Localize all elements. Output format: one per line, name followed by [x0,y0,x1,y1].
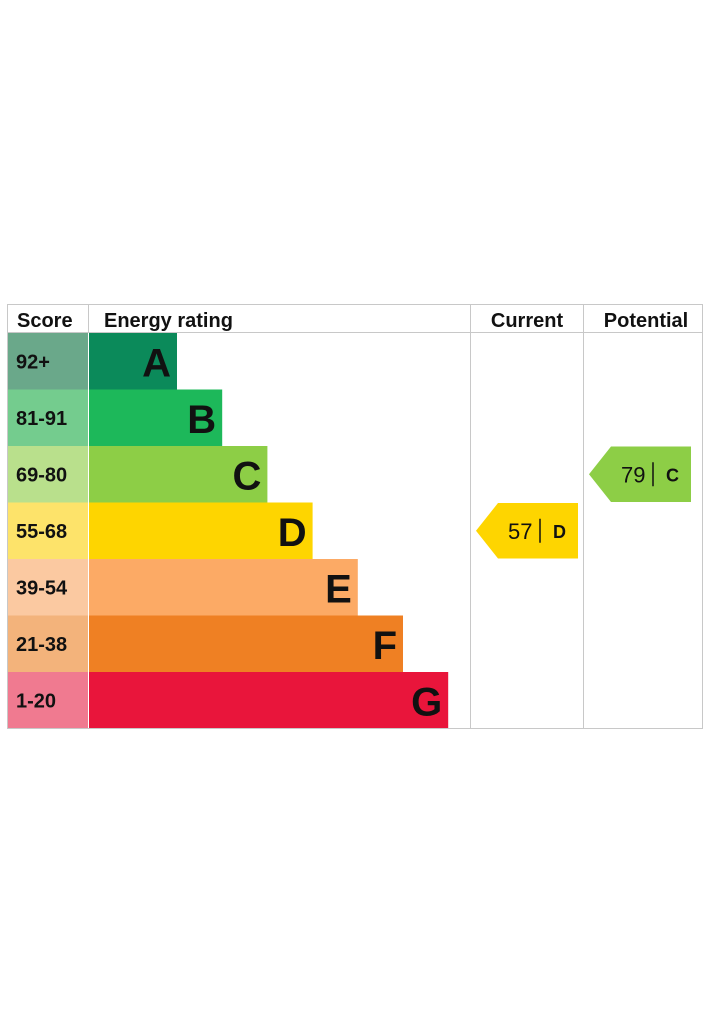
potential-arrow-shape [589,446,691,502]
score-cell [8,333,88,390]
score-cell [8,446,88,503]
current-arrow-shape [476,503,578,559]
score-label: 69-80 [16,464,67,486]
score-cell [8,502,88,559]
band-g: 1-20 G [8,672,449,729]
score-cell [8,672,88,729]
score-label: 21-38 [16,634,67,656]
band-e: 39-54 E [8,559,358,616]
score-cell [8,559,88,616]
potential-rating-indicator: 79 C [589,446,691,502]
current-score-value: 57 [508,519,532,544]
score-label: 1-20 [16,690,56,712]
score-cell [8,615,88,672]
potential-score-value: 79 [621,462,645,487]
band-b: 81-91 B [8,389,223,446]
table-grid [7,304,703,729]
score-label: 55-68 [16,521,67,543]
current-rating-letter: D [553,522,566,542]
header-energy-rating: Energy rating [104,310,233,332]
current-rating-indicator: 57 D [476,503,578,559]
band-bar [89,502,313,559]
band-bar [89,333,177,390]
band-c: 69-80 C [8,446,268,503]
potential-rating-letter: C [666,465,679,485]
header-potential: Potential [604,310,688,332]
band-bar [89,389,223,446]
band-bar [89,559,358,616]
band-d: 55-68 D [8,502,313,559]
band-letter: G [411,680,442,724]
band-letter: A [142,341,171,385]
band-f: 21-38 F [8,615,403,672]
band-letter: D [278,511,307,555]
header-score: Score [17,310,73,332]
band-bar [89,672,449,729]
header-current: Current [491,310,564,332]
band-a: 92+ A [8,333,177,390]
band-bar [89,446,268,503]
rating-indicators: 57 D 79 C [476,446,691,559]
band-bar [89,615,403,672]
score-label: 39-54 [16,577,68,599]
score-cell [8,389,88,446]
band-letter: B [187,398,216,442]
score-label: 92+ [16,351,50,373]
band-letter: C [233,454,262,498]
rating-bands: 92+ A 81-91 B 69-80 C 55-68 D 39-54 E 21-38 F 1-20 G [8,333,449,729]
score-label: 81-91 [16,408,67,430]
band-letter: F [373,624,397,668]
band-letter: E [325,567,352,611]
